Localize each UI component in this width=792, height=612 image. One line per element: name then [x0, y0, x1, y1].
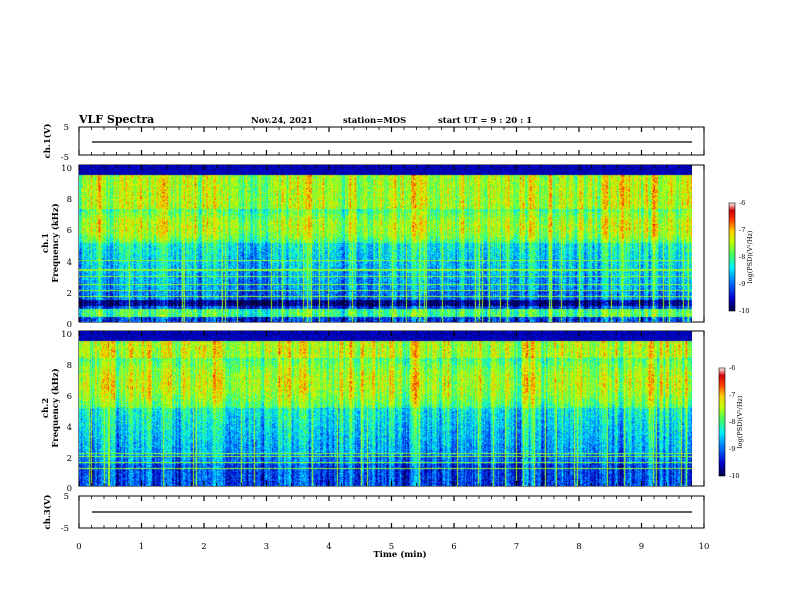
ch2-colorbar-gradient — [718, 367, 726, 477]
ch1-colorbar-tick-m7: -7 — [739, 226, 745, 234]
ch1-ytick-4: 4 — [67, 258, 72, 268]
ch2-spectrogram-panel: 10 8 6 4 2 0 ch.2 Frequency (kHz) — [41, 330, 705, 494]
ch1-ytick-6: 6 — [67, 226, 72, 236]
time-axis-label: Time (min) — [373, 549, 426, 560]
time-axis-tick-6: 6 — [451, 542, 456, 552]
ch2-ytick-2: 2 — [67, 454, 72, 464]
ch3-voltage-panel: 5 -5 ch.3(V) — [42, 492, 705, 534]
ch1-colorbar: -6 -7 -8 -9 -10 log(PSD)(V²/Hz) — [728, 199, 754, 315]
time-axis-tick-10: 10 — [699, 542, 710, 552]
ch2-ytick-6: 6 — [67, 392, 72, 402]
ch1-voltage-panel: 5 -5 ch.1(V) — [42, 123, 705, 163]
ch2-spectrogram-heatmap — [79, 331, 692, 486]
station-label: station=MOS — [343, 116, 406, 126]
ch1-frequency-ylabel: Frequency (kHz) — [50, 203, 61, 282]
time-axis-tick-9: 9 — [639, 542, 644, 552]
ch1-ytick-10: 10 — [61, 164, 72, 174]
ch1-ytick-bottom: -5 — [61, 153, 69, 163]
ch2-frequency-ylabel: Frequency (kHz) — [50, 368, 61, 447]
time-axis-tick-2: 2 — [201, 542, 206, 552]
ch1-voltage-ylabel: ch.1(V) — [42, 124, 53, 159]
ch2-colorbar-tick-m8: -8 — [729, 418, 735, 426]
time-axis-tick-5: 5 — [389, 542, 394, 552]
ch2-colorbar-tick-m9: -9 — [729, 445, 735, 453]
ch1-ytick-0: 0 — [67, 320, 72, 330]
ch2-ytick-4: 4 — [67, 423, 72, 433]
ch1-colorbar-gradient — [728, 202, 736, 312]
ch1-colorbar-tick-m8: -8 — [739, 253, 745, 261]
ch3-voltage-ylabel: ch.3(V) — [42, 495, 53, 530]
ch2-colorbar-tick-m6: -6 — [729, 364, 735, 372]
ch1-spectrogram-ticks — [78, 165, 705, 322]
ch3-ytick-bottom: -5 — [61, 524, 69, 534]
ch1-voltage-ticks — [78, 127, 705, 155]
ch1-ytick-8: 8 — [67, 195, 72, 205]
ch2-colorbar-label: log(PSD)(V²/Hz) — [736, 395, 744, 448]
ch1-ytick-2: 2 — [67, 289, 72, 299]
ch1-spectrogram-heatmap — [79, 165, 692, 322]
ch1-ytick-top: 5 — [64, 123, 69, 133]
time-axis-tick-3: 3 — [264, 542, 269, 552]
ch2-colorbar-tick-m7: -7 — [729, 391, 735, 399]
ch1-colorbar-label: log(PSD)(V²/Hz) — [746, 230, 754, 283]
ch1-colorbar-tick-m10: -10 — [739, 307, 749, 315]
chart-title: VLF Spectra — [78, 113, 154, 126]
ch1-colorbar-tick-m9: -9 — [739, 280, 745, 288]
ch1-channel-label: ch.1 — [41, 233, 51, 253]
ch2-channel-label: ch.2 — [41, 398, 51, 418]
ch3-voltage-ticks — [78, 496, 705, 528]
ch2-ytick-10: 10 — [61, 330, 72, 340]
time-axis-tick-1: 1 — [139, 542, 144, 552]
ch3-ytick-top: 5 — [64, 492, 69, 502]
time-axis-tick-8: 8 — [576, 542, 581, 552]
ch2-colorbar-tick-m10: -10 — [729, 472, 739, 480]
ch2-spectrogram-ticks — [78, 331, 705, 486]
time-axis-tick-7: 7 — [514, 542, 519, 552]
start-time-label: start UT = 9 : 20 : 1 — [438, 116, 532, 126]
ch2-colorbar: -6 -7 -8 -9 -10 log(PSD)(V²/Hz) — [718, 364, 744, 480]
ch2-ytick-8: 8 — [67, 361, 72, 371]
ch2-ytick-0: 0 — [67, 484, 72, 494]
time-axis-tick-0: 0 — [76, 542, 81, 552]
time-axis-tick-4: 4 — [326, 542, 331, 552]
ch1-colorbar-tick-m6: -6 — [739, 199, 745, 207]
time-axis-tick-labels: 0 1 2 3 4 5 6 7 8 9 10 — [76, 542, 709, 552]
ch1-spectrogram-panel: 10 8 6 4 2 0 ch.1 Frequency (kHz) — [41, 164, 705, 330]
date-label: Nov.24, 2021 — [251, 116, 313, 126]
